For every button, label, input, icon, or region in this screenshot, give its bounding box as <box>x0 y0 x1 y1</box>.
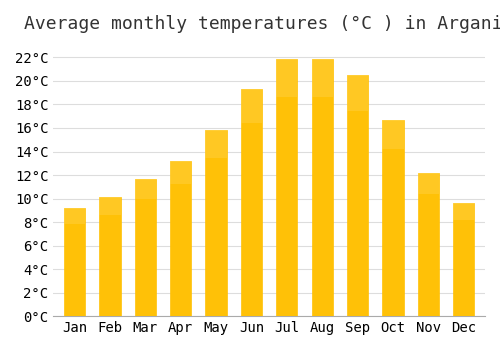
Bar <box>347 75 368 316</box>
Bar <box>134 178 156 199</box>
Bar <box>382 120 404 149</box>
Bar <box>241 89 262 123</box>
Bar <box>276 58 297 97</box>
Bar <box>382 120 404 316</box>
Bar <box>418 173 439 316</box>
Bar <box>100 197 120 215</box>
Bar <box>170 161 192 184</box>
Bar <box>241 89 262 316</box>
Bar <box>64 208 85 316</box>
Bar <box>347 75 368 111</box>
Bar <box>312 58 333 316</box>
Bar <box>312 58 333 97</box>
Bar <box>206 130 227 158</box>
Bar <box>206 130 227 316</box>
Title: Average monthly temperatures (°C ) in Arganil: Average monthly temperatures (°C ) in Ar… <box>24 15 500 33</box>
Bar <box>453 203 474 220</box>
Bar <box>170 161 192 316</box>
Bar <box>134 178 156 316</box>
Bar <box>453 203 474 316</box>
Bar <box>100 197 120 316</box>
Bar <box>64 208 85 224</box>
Bar <box>276 58 297 316</box>
Bar <box>418 173 439 194</box>
